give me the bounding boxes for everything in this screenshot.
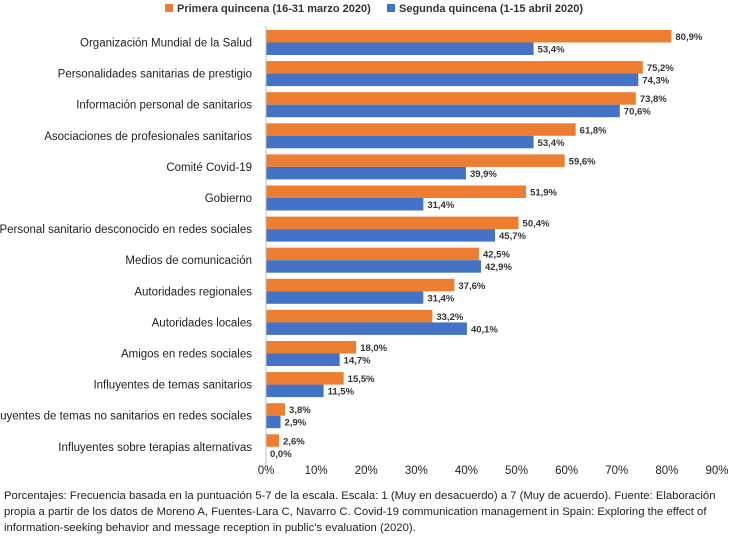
bar-segunda-quincena xyxy=(266,260,481,273)
legend-label-2: Segunda quincena (1-15 abril 2020) xyxy=(399,3,583,15)
value-label-primera: 15,5% xyxy=(348,374,375,385)
bar-segunda-quincena xyxy=(266,353,340,366)
bar-segunda-quincena xyxy=(266,135,534,149)
bar-primera-quincena xyxy=(266,372,344,385)
category-label: Personalidades sanitarias de prestigio xyxy=(58,69,252,81)
value-label-segunda: 11,5% xyxy=(328,387,355,398)
value-label-segunda: 0,0% xyxy=(270,449,292,460)
value-label-segunda: 40,1% xyxy=(471,324,498,335)
bar-segunda-quincena xyxy=(266,166,466,180)
value-label-segunda: 2,9% xyxy=(285,418,307,429)
value-label-segunda: 45,7% xyxy=(499,231,526,242)
value-label-segunda: 42,9% xyxy=(485,262,512,273)
category-label: Influyentes sobre terapias alternativas xyxy=(58,442,252,454)
bar-primera-quincena xyxy=(266,185,527,198)
value-label-primera: 80,9% xyxy=(675,32,702,43)
bar-primera-quincena xyxy=(266,278,455,292)
value-label-primera: 59,6% xyxy=(569,156,596,167)
x-tick-label: 60% xyxy=(555,465,578,477)
value-label-primera: 2,6% xyxy=(283,436,305,447)
bar-primera-quincena xyxy=(266,341,357,354)
value-label-segunda: 70,6% xyxy=(624,107,651,118)
value-label-primera: 18,0% xyxy=(360,343,387,354)
value-label-segunda: 53,4% xyxy=(538,138,565,149)
value-label-primera: 33,2% xyxy=(436,312,463,323)
value-label-primera: 37,6% xyxy=(458,281,485,292)
bar-primera-quincena xyxy=(266,154,565,167)
bar-segunda-quincena xyxy=(266,322,467,335)
category-label: Autoridades regionales xyxy=(134,286,252,298)
category-label: Información personal de sanitarios xyxy=(76,100,252,112)
bar-primera-quincena xyxy=(266,247,479,261)
bar-segunda-quincena xyxy=(266,104,620,118)
value-label-segunda: 31,4% xyxy=(427,293,454,304)
x-tick-label: 30% xyxy=(405,465,428,477)
category-label: Gobierno xyxy=(205,193,252,205)
value-label-segunda: 53,4% xyxy=(538,45,565,56)
bar-primera-quincena xyxy=(266,30,672,43)
category-label: Medios de comunicación xyxy=(125,255,252,267)
bar-primera-quincena xyxy=(266,216,519,230)
category-label: Asociaciones de profesionales sanitarios xyxy=(44,131,252,143)
bar-primera-quincena xyxy=(266,61,643,74)
x-tick-label: 70% xyxy=(605,465,628,477)
x-tick-label: 80% xyxy=(655,465,678,477)
legend-label-1: Primera quincena (16-31 marzo 2020) xyxy=(177,3,371,15)
bar-primera-quincena xyxy=(266,434,280,447)
category-label: Autoridades locales xyxy=(152,317,253,329)
value-label-primera: 75,2% xyxy=(647,63,674,74)
x-tick-label: 50% xyxy=(505,465,528,477)
category-label: Personal sanitario desconocido en redes … xyxy=(0,224,252,236)
value-label-segunda: 14,7% xyxy=(344,356,371,367)
bar-segunda-quincena xyxy=(266,198,424,211)
value-label-segunda: 39,9% xyxy=(470,169,497,180)
bar-segunda-quincena xyxy=(266,415,281,429)
x-tick-label: 0% xyxy=(258,465,275,477)
x-tick-label: 10% xyxy=(305,465,328,477)
bar-segunda-quincena xyxy=(266,291,424,304)
x-tick-label: 90% xyxy=(705,465,728,477)
bar-primera-quincena xyxy=(266,123,576,136)
legend-swatch-1 xyxy=(165,4,173,12)
value-label-primera: 51,9% xyxy=(530,188,557,199)
legend-swatch-2 xyxy=(387,4,395,12)
value-label-primera: 42,5% xyxy=(483,250,510,261)
bar-primera-quincena xyxy=(266,92,636,105)
value-label-primera: 61,8% xyxy=(580,125,607,136)
value-label-primera: 3,8% xyxy=(289,405,311,416)
bar-primera-quincena xyxy=(266,403,286,416)
value-label-primera: 50,4% xyxy=(523,219,550,230)
value-label-segunda: 74,3% xyxy=(642,76,669,87)
category-label: Amigos en redes sociales xyxy=(121,349,252,361)
bar-segunda-quincena xyxy=(266,384,324,398)
bar-segunda-quincena xyxy=(266,73,639,87)
category-label: Comité Covid-19 xyxy=(166,162,252,174)
bar-chart: Primera quincena (16-31 marzo 2020) Segun… xyxy=(0,3,729,477)
category-label: Organización Mundial de la Salud xyxy=(80,38,252,50)
bar-primera-quincena xyxy=(266,309,433,323)
figure-caption: Porcentajes: Frecuencia basada en la pun… xyxy=(4,490,716,534)
category-label: Influyentes de temas sanitarios xyxy=(93,380,252,392)
bar-segunda-quincena xyxy=(266,42,534,55)
value-label-primera: 73,8% xyxy=(640,94,667,105)
x-tick-label: 20% xyxy=(355,465,378,477)
x-tick-label: 40% xyxy=(455,465,478,477)
bar-segunda-quincena xyxy=(266,229,496,242)
value-label-segunda: 31,4% xyxy=(427,200,454,211)
category-label: Influyentes de temas no sanitarios en re… xyxy=(0,411,252,423)
